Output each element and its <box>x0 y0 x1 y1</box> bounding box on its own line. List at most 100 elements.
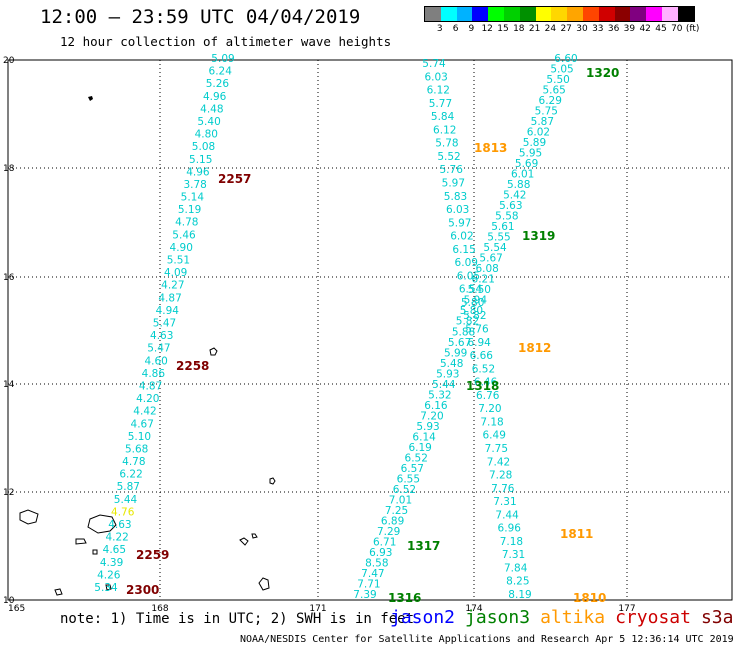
legend-label: 12 <box>481 24 493 34</box>
swh-value: 4.39 <box>100 557 123 569</box>
swh-value: 6.66 <box>470 350 494 362</box>
swh-value: 7.44 <box>495 509 519 521</box>
swh-value: 5.14 <box>181 192 205 204</box>
swh-value: 5.44 <box>114 494 138 506</box>
latitude-label: 10 <box>3 596 15 606</box>
swh-value: 4.94 <box>156 305 180 317</box>
swh-value: 6.49 <box>483 430 506 442</box>
longitude-label: 174 <box>465 604 482 614</box>
swh-value: 5.82 <box>456 316 479 328</box>
swh-value: 4.87 <box>158 292 181 304</box>
swh-value: 6.21 <box>472 274 495 286</box>
swh-value: 5.65 <box>542 85 565 97</box>
latitude-label: 16 <box>3 273 15 283</box>
swh-value: 7.39 <box>353 589 376 601</box>
legend-label: 15 <box>497 24 509 34</box>
color-legend: 3 6 9 12 15 18 21 24 27 30 33 36 39 42 45 70 (ft) <box>424 6 699 36</box>
swh-value: 5.87 <box>531 116 554 128</box>
swh-value: 6.12 <box>433 124 456 136</box>
swh-value: 4.60 <box>144 355 167 367</box>
swh-value: 6.93 <box>369 547 392 559</box>
legend-label: 3 <box>436 24 443 34</box>
swh-value: 6.02 <box>450 231 473 243</box>
credit-line: NOAA/NESDIS Center for Satellite Applica… <box>240 634 734 645</box>
satellite-jason2: jason2 <box>390 607 456 628</box>
swh-value: 7.47 <box>361 568 384 580</box>
swh-value: 5.74 <box>422 58 446 70</box>
pass-time-label: 1318 <box>466 379 499 393</box>
island-outlines <box>19 96 276 596</box>
swh-value: 6.03 <box>446 204 469 216</box>
swh-value: 6.60 <box>554 53 577 65</box>
swh-value: 5.75 <box>535 106 558 118</box>
satellite-legend: jason2 jason3 altika cryosat s3a <box>390 607 740 628</box>
swh-value: 4.63 <box>150 330 173 342</box>
legend-swatch <box>582 7 599 21</box>
swh-value: 5.50 <box>546 74 569 86</box>
swh-value: 5.19 <box>178 204 201 216</box>
legend-label: 42 <box>639 24 651 34</box>
latitude-label: 12 <box>3 488 14 498</box>
longitude-label: 171 <box>309 604 326 614</box>
island-outline <box>258 577 270 591</box>
swh-value: 6.03 <box>424 71 447 83</box>
island-outline <box>105 584 112 591</box>
legend-label: 24 <box>544 24 557 34</box>
legend-label: 9 <box>468 24 475 34</box>
legend-swatch <box>551 7 568 21</box>
swh-value: 6.54 <box>459 284 483 296</box>
swh-value: 5.26 <box>206 78 230 90</box>
swh-value: 5.15 <box>189 154 212 166</box>
swh-value: 5.97 <box>448 217 471 229</box>
pass-time-label: 2300 <box>126 583 159 597</box>
swh-value: 7.29 <box>377 526 400 538</box>
swh-value: 6.57 <box>401 463 424 475</box>
swh-value: 5.09 <box>211 53 234 65</box>
longitude-label: 177 <box>618 604 635 614</box>
swh-value: 8.19 <box>508 589 531 601</box>
map-title: 12:00 – 23:59 UTC 04/04/2019 <box>40 6 361 28</box>
swh-value: 7.20 <box>478 403 501 415</box>
latitude-labels: 20 18 16 14 12 10 <box>3 56 15 606</box>
legend-label: 21 <box>528 24 541 34</box>
swh-value: 5.58 <box>495 211 518 223</box>
swh-value: 5.54 <box>483 242 507 254</box>
swh-value: 5.51 <box>167 255 190 267</box>
swh-value: 5.83 <box>444 191 467 203</box>
swh-value: 4.78 <box>122 456 145 468</box>
swh-value: 4.96 <box>203 91 227 103</box>
swh-value: 4.65 <box>103 544 126 556</box>
legend-label: 18 <box>513 24 525 34</box>
swh-value: 5.67 <box>479 253 502 265</box>
pass-time-label: 2259 <box>136 548 169 562</box>
legend-swatch <box>567 7 583 21</box>
legend-swatch <box>456 7 473 21</box>
swh-value: 6.05 <box>457 270 480 282</box>
swh-value: 5.97 <box>442 177 465 189</box>
pass-time-label: 1810 <box>573 591 606 605</box>
swh-value: 5.50 <box>468 284 491 296</box>
legend-swatch <box>440 7 457 21</box>
swh-value: 4.80 <box>195 129 218 141</box>
swh-value: 6.12 <box>427 85 450 97</box>
swh-value: 5.05 <box>550 64 573 76</box>
legend-label: 33 <box>592 24 604 34</box>
legend-label: 70 <box>671 24 683 34</box>
swh-value: 4.26 <box>97 569 121 581</box>
pass-time-label: 1813 <box>474 141 507 155</box>
swh-value: 6.24 <box>209 66 233 78</box>
swh-value: 5.76 <box>465 324 489 336</box>
swh-value: 5.10 <box>128 431 151 443</box>
legend-swatch <box>488 7 504 21</box>
map-frame <box>7 59 733 601</box>
legend-swatch <box>598 7 615 21</box>
swh-value: 5.80 <box>460 305 483 317</box>
swh-value: 6.76 <box>476 390 500 402</box>
pass-time-label: 1316 <box>388 591 421 605</box>
longitude-labels: 165 168 171 174 177 <box>8 604 636 614</box>
island-outline <box>92 549 98 555</box>
map-subtitle: 12 hour collection of altimeter wave hei… <box>60 34 392 49</box>
swh-value: 4.67 <box>131 418 154 430</box>
legend-swatch <box>661 7 678 21</box>
swh-value: 5.34 <box>94 582 118 594</box>
